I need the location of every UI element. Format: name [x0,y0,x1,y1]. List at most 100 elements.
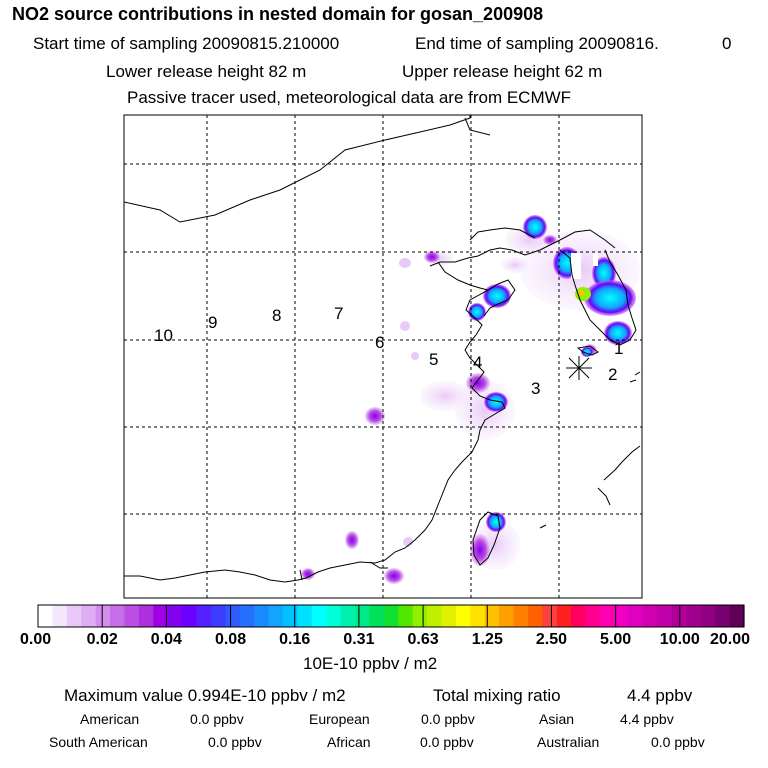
colorbar-swatch [643,605,659,627]
mask-box [571,253,581,279]
colorbar-swatch [455,605,471,627]
colorbar-swatch [354,605,370,627]
colorbar-swatch [628,605,644,627]
colorbar-swatch [599,605,615,627]
colorbar-swatch [138,605,154,627]
colorbar-swatch [513,605,529,627]
colorbar-swatch [686,605,702,627]
day-label: 10 [154,326,173,345]
colorbar-swatch [167,605,183,627]
colorbar-swatch [254,605,270,627]
region-name: European [309,711,370,727]
region-name: Asian [539,711,575,727]
colorbar-swatch [182,605,198,627]
colorbar-swatch [225,605,241,627]
plot-frame [123,114,643,599]
colorbar-tick: 0.02 [86,631,118,648]
colorbar-tick: 2.50 [535,631,568,648]
colorbar-swatch [340,605,356,627]
region-value: 0.0 ppbv [421,711,475,727]
colorbar-units: 10E-10 ppbv / m2 [303,654,438,673]
region-value: 0.0 ppbv [420,734,474,750]
colorbar-swatch [556,605,572,627]
day-label: 9 [208,313,217,332]
chart-title: NO2 source contributions in nested domai… [12,4,544,24]
colorbar-tick: 0.04 [150,631,182,648]
colorbar-swatch [153,605,169,627]
colorbar-swatch [326,605,342,627]
day-label: 3 [531,379,540,398]
day-label: 7 [334,304,343,323]
colorbar-frame [37,604,745,628]
colorbar-tick: 0.00 [20,631,52,648]
grid-lines [124,115,642,598]
colorbar-swatch [715,605,731,627]
colorbar-swatch [700,605,716,627]
colorbar-swatch [268,605,284,627]
region-value: 0.0 ppbv [190,711,244,727]
colorbar-tick: 10.00 [659,631,700,648]
colorbar-tick: 0.16 [279,631,311,648]
region-name: American [80,711,140,727]
colorbar-swatch [81,605,97,627]
day-label: 2 [608,365,617,384]
colorbar-swatch [38,605,54,627]
colorbar-swatch [297,605,313,627]
colorbar-swatch [196,605,212,627]
day-label: 6 [375,333,384,352]
colorbar-tick: 1.25 [471,631,503,648]
colorbar-swatch [110,605,126,627]
colorbar-tick: 0.31 [343,631,375,648]
day-label: 5 [429,350,438,369]
colorbar-swatch [95,605,111,627]
colorbar-swatch [369,605,385,627]
colorbar-swatch [282,605,298,627]
region-value: 0.0 ppbv [651,734,705,750]
region-name: South American [49,734,148,750]
total-mixing-label: Total mixing ratio [433,686,561,705]
colorbar-swatch [499,605,515,627]
upper-release-height: Upper release height 62 m [402,62,603,81]
total-mixing-value: 4.4 ppbv [627,686,693,705]
concentration-field [301,215,640,584]
lower-release-height: Lower release height 82 m [106,62,307,81]
day-label: 8 [272,306,281,325]
colorbar-swatch [729,605,745,627]
colorbar-swatch [311,605,327,627]
colorbar-tick: 20.00 [710,631,751,648]
day-labels: 1 2 3 4 5 6 7 8 9 10 [154,304,623,398]
colorbar-tick: 0.08 [214,631,247,648]
colorbar-tick: 0.63 [407,631,439,648]
region-name: African [327,734,371,750]
colorbar-swatch [210,605,226,627]
day-label: 1 [614,339,623,358]
colorbar-swatch [398,605,414,627]
colorbar-swatch [657,605,673,627]
colorbar-swatch [412,605,428,627]
region-value: 0.0 ppbv [208,734,262,750]
colorbar-swatch [441,605,457,627]
coastlines [124,115,641,583]
colorbar-swatch [427,605,443,627]
region-value: 4.4 ppbv [620,711,674,727]
colorbar-swatch [52,605,68,627]
colorbar-swatch [542,605,558,627]
mask-box [593,253,598,266]
tracer-note: Passive tracer used, meteorological data… [127,88,572,107]
colorbar-swatch [239,605,255,627]
colorbar-tick: 5.00 [600,631,632,648]
colorbar-swatch [484,605,500,627]
colorbar-swatch [571,605,587,627]
colorbar-swatch [383,605,399,627]
region-name: Australian [537,734,600,750]
colorbar-swatch [470,605,486,627]
day-label: 4 [473,353,482,372]
colorbar-swatch [66,605,82,627]
end-time-label: End time of sampling 20090816. [415,34,659,53]
receptor-marker-icon [566,356,592,380]
colorbar-swatch [124,605,140,627]
colorbar-swatch [527,605,543,627]
maximum-value: Maximum value 0.994E-10 ppbv / m2 [64,686,346,705]
end-time-suffix: 0 [722,34,732,53]
